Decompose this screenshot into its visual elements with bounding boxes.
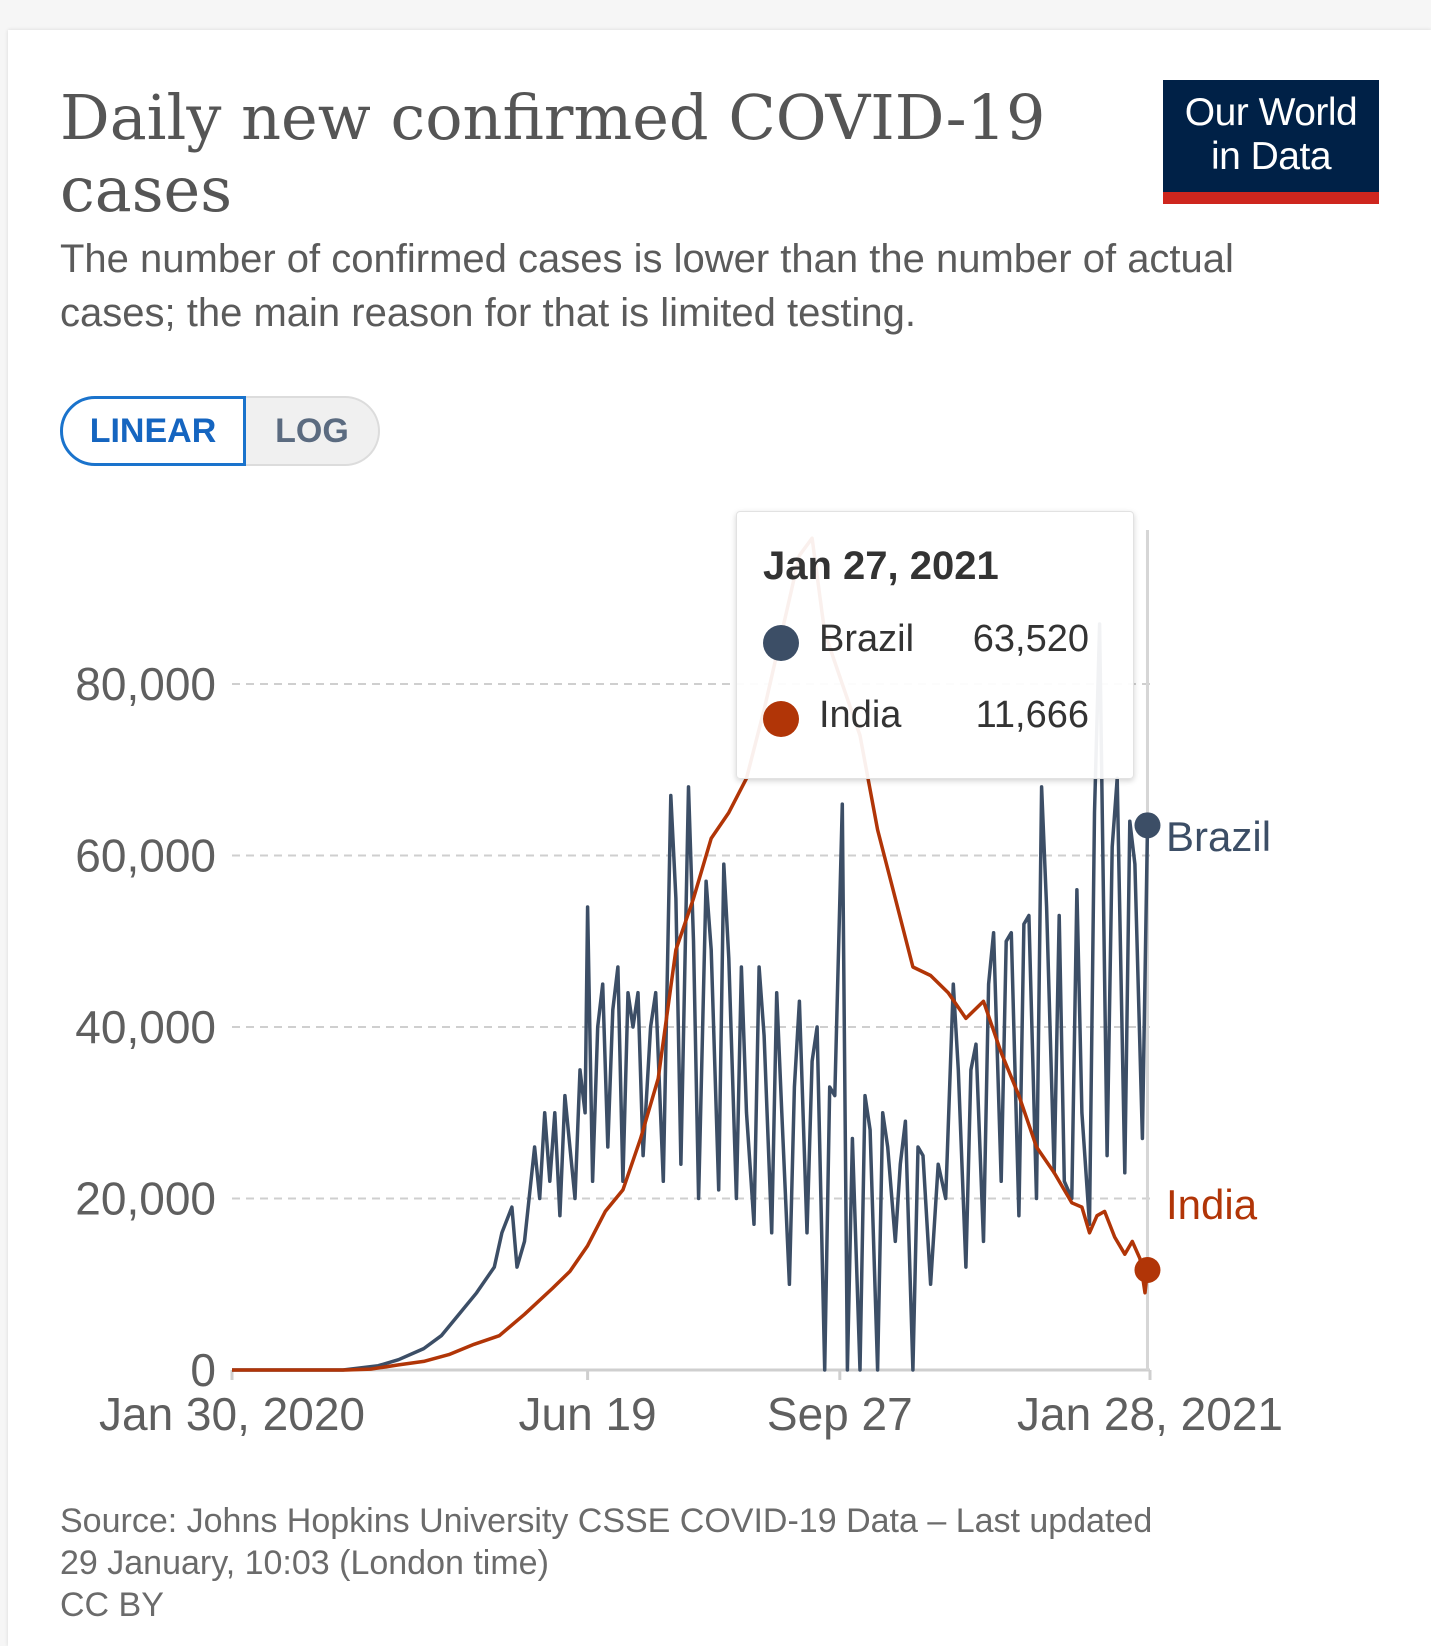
brazil-dot-icon — [763, 625, 799, 661]
tooltip-series-value: 11,666 — [975, 694, 1089, 736]
tooltip-series-name: Brazil — [819, 618, 915, 660]
x-tick-label: Jan 30, 2020 — [99, 1388, 365, 1440]
linear-scale-button[interactable]: LINEAR — [60, 396, 246, 466]
series-label-brazil: Brazil — [1166, 813, 1271, 860]
tooltip-date: Jan 27, 2021 — [763, 544, 999, 588]
tooltip-series-name: India — [819, 694, 902, 736]
owid-logo[interactable]: Our World in Data — [1163, 80, 1379, 204]
log-scale-button[interactable]: LOG — [246, 396, 380, 466]
y-tick-label: 40,000 — [75, 1001, 216, 1053]
series-end-marker — [1134, 812, 1161, 839]
logo-accent-bar — [1163, 192, 1379, 204]
y-tick-label: 60,000 — [75, 830, 216, 882]
series-end-marker — [1134, 1256, 1161, 1283]
source-note: Source: Johns Hopkins University CSSE CO… — [60, 1500, 1360, 1626]
x-tick-label: Sep 27 — [767, 1388, 913, 1440]
x-tick-label: Jun 19 — [519, 1388, 657, 1440]
y-tick-label: 0 — [190, 1344, 216, 1396]
india-dot-icon — [763, 701, 799, 737]
series-line-brazil — [232, 622, 1150, 1372]
logo-line-2: in Data — [1210, 135, 1332, 178]
chart-title: Daily new confirmed COVID-19 cases — [60, 81, 1046, 226]
chart-subtitle: The number of confirmed cases is lower t… — [60, 237, 1234, 335]
source-line-2: 29 January, 10:03 (London time) — [60, 1544, 549, 1582]
logo-line-1: Our World — [1184, 91, 1358, 134]
tooltip-row-brazil: Brazil 63,520 — [763, 616, 1113, 666]
tooltip-series-value: 63,520 — [972, 618, 1089, 660]
series-label-india: India — [1166, 1181, 1258, 1228]
tooltip-row-india: India 11,666 — [763, 692, 1113, 742]
scale-toggle: LINEAR LOG — [60, 396, 380, 466]
source-line-1: Source: Johns Hopkins University CSSE CO… — [60, 1502, 1153, 1540]
y-tick-label: 80,000 — [75, 658, 216, 710]
y-tick-label: 20,000 — [75, 1173, 216, 1225]
x-tick-label: Jan 28, 2021 — [1017, 1388, 1283, 1440]
chart-card — [8, 30, 1431, 1646]
hover-tooltip: Jan 27, 2021 Brazil 63,520 India 11,666 — [736, 511, 1134, 779]
license-label[interactable]: CC BY — [60, 1586, 164, 1624]
